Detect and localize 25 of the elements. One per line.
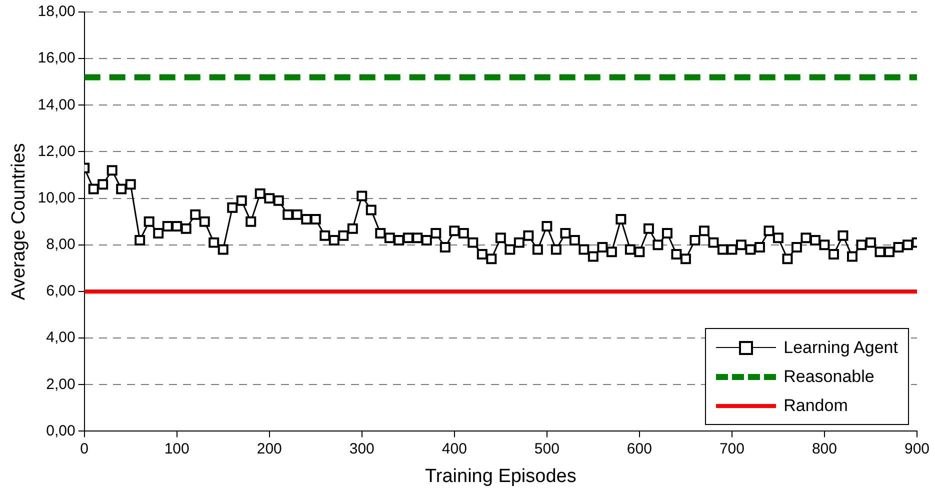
y-tick-label: 2,00: [46, 376, 76, 393]
y-axis-title: Average Countries: [8, 143, 30, 300]
y-tick-label: 0,00: [46, 422, 76, 440]
y-tick-label: 16,00: [38, 50, 76, 67]
y-tick-label: 6,00: [46, 282, 76, 300]
y-tick-label: 4,00: [46, 329, 76, 346]
y-tick-label: 12,00: [38, 142, 76, 160]
x-tick-label: 200: [256, 440, 282, 458]
x-tick-label: 300: [349, 440, 374, 458]
x-tick-label: 700: [719, 440, 744, 458]
x-tick-label: 600: [626, 440, 652, 458]
x-tick-label: 500: [534, 440, 560, 458]
y-tick-label: 18,00: [38, 3, 76, 20]
x-tick-label: 900: [904, 440, 930, 458]
legend-label: Random: [784, 396, 848, 416]
y-tick-label: 10,00: [38, 189, 76, 206]
x-tick-label: 100: [164, 440, 190, 458]
y-tick-label: 14,00: [38, 96, 76, 114]
x-tick-label: 400: [442, 440, 467, 458]
legend-label: Learning Agent: [784, 338, 898, 358]
legend-label: Reasonable: [784, 366, 874, 387]
y-tick-label: 8,00: [46, 236, 76, 254]
x-tick-label: 800: [812, 440, 837, 458]
x-axis-title: Training Episodes: [424, 466, 576, 487]
x-tick-label: 0: [80, 440, 89, 458]
